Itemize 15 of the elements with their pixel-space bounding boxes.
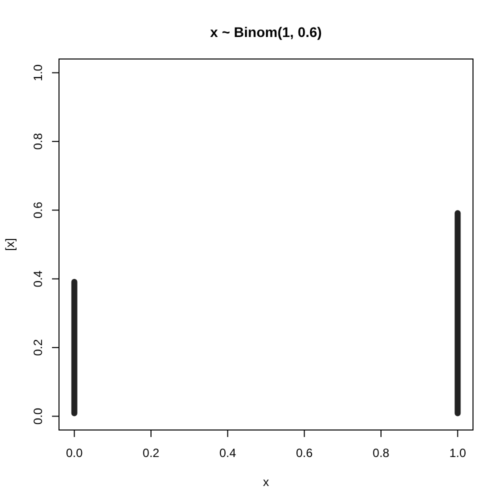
x-tick-label: 1.0 — [449, 446, 466, 460]
y-tick-label: 0.6 — [31, 201, 45, 218]
y-tick-label: 0.4 — [31, 270, 45, 288]
x-tick-label: 0.8 — [372, 446, 390, 460]
x-tick-label: 0.2 — [142, 446, 160, 460]
x-axis-title: x — [263, 475, 269, 489]
x-tick-label: 0.4 — [219, 446, 236, 460]
y-axis-title: [x] — [3, 238, 17, 251]
y-tick-label: 0.2 — [31, 338, 45, 356]
chart-title: x ~ Binom(1, 0.6) — [210, 24, 322, 40]
y-tick-label: 1.0 — [31, 64, 45, 82]
x-tick-label: 0.0 — [66, 446, 83, 460]
y-tick-label: 0.0 — [31, 408, 45, 425]
x-tick-label: 0.6 — [296, 446, 313, 460]
y-tick-label: 0.8 — [31, 132, 45, 150]
